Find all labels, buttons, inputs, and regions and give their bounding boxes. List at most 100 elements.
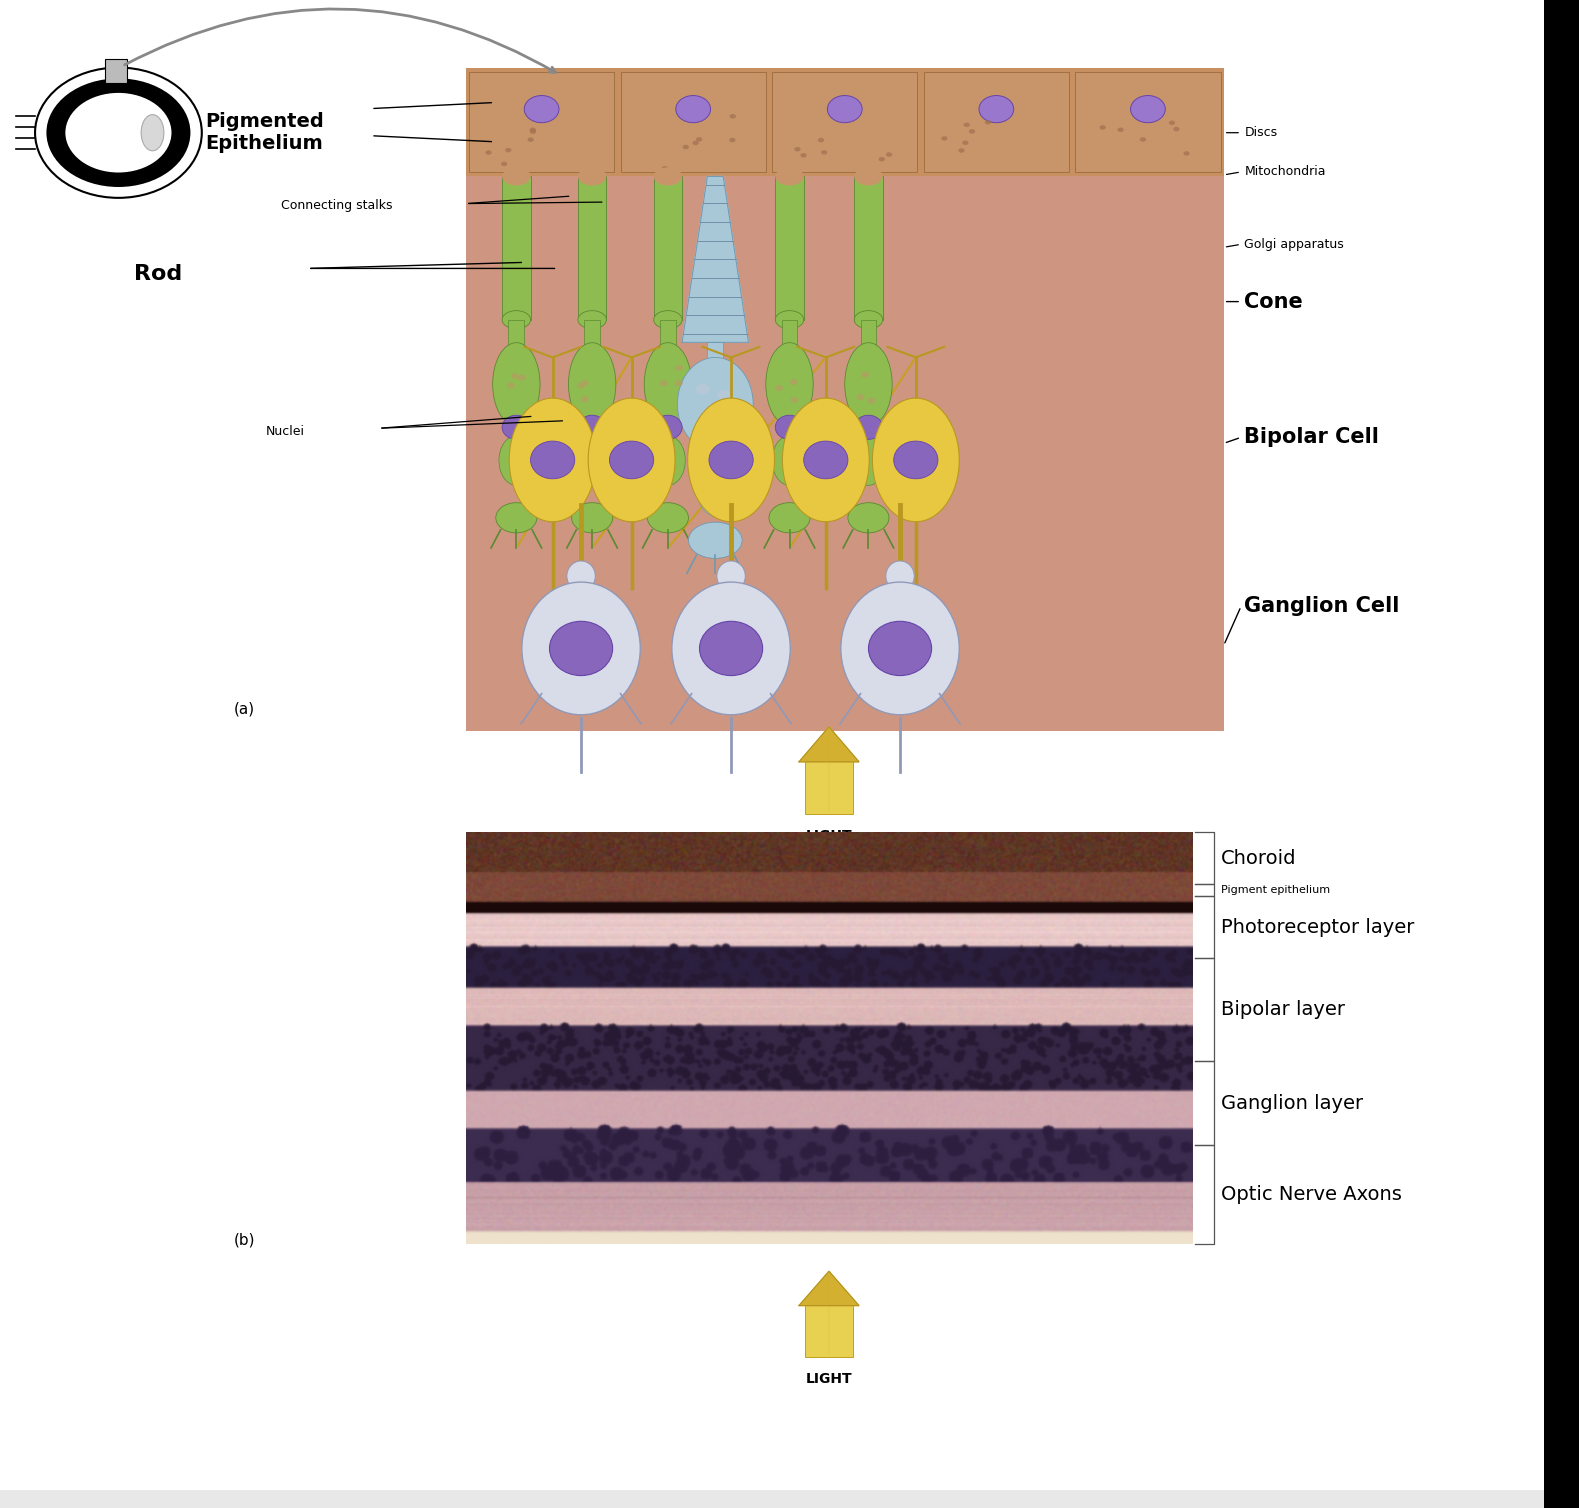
Ellipse shape — [861, 371, 868, 377]
Bar — [772, 72, 917, 172]
Ellipse shape — [688, 522, 742, 558]
Ellipse shape — [674, 365, 682, 371]
Ellipse shape — [609, 442, 654, 480]
Ellipse shape — [695, 385, 711, 395]
Text: LIGHT: LIGHT — [805, 1372, 853, 1386]
Ellipse shape — [496, 502, 537, 532]
Ellipse shape — [1099, 125, 1105, 130]
Bar — [578, 176, 606, 320]
Polygon shape — [799, 727, 859, 762]
Ellipse shape — [647, 502, 688, 532]
Ellipse shape — [576, 383, 584, 389]
Ellipse shape — [794, 146, 801, 151]
Ellipse shape — [845, 342, 892, 425]
Ellipse shape — [775, 311, 804, 329]
Bar — [502, 176, 531, 320]
Ellipse shape — [1168, 121, 1175, 125]
Ellipse shape — [818, 137, 824, 142]
Ellipse shape — [581, 380, 589, 386]
Ellipse shape — [677, 357, 753, 451]
Ellipse shape — [894, 442, 938, 480]
Ellipse shape — [674, 380, 682, 386]
Ellipse shape — [651, 436, 685, 486]
Ellipse shape — [963, 122, 970, 127]
Ellipse shape — [578, 167, 606, 185]
Polygon shape — [799, 1271, 859, 1306]
Ellipse shape — [854, 167, 883, 185]
Bar — [1075, 72, 1221, 172]
Ellipse shape — [867, 398, 875, 404]
FancyBboxPatch shape — [805, 759, 853, 814]
Ellipse shape — [512, 372, 519, 379]
Ellipse shape — [673, 582, 790, 715]
Ellipse shape — [868, 621, 932, 676]
Ellipse shape — [1131, 95, 1165, 122]
Ellipse shape — [886, 152, 892, 157]
Ellipse shape — [958, 148, 965, 152]
Ellipse shape — [801, 154, 807, 158]
Ellipse shape — [696, 137, 703, 142]
Ellipse shape — [549, 621, 613, 676]
Ellipse shape — [35, 68, 202, 198]
Ellipse shape — [791, 397, 799, 403]
Text: Photoreceptor layer: Photoreceptor layer — [1221, 917, 1413, 936]
Ellipse shape — [699, 439, 731, 466]
Bar — [508, 320, 524, 347]
Bar — [584, 320, 600, 347]
Ellipse shape — [493, 342, 540, 425]
Ellipse shape — [578, 311, 606, 329]
Text: Rod: Rod — [134, 264, 183, 285]
Bar — [0, 1490, 1579, 1508]
Text: Bipolar layer: Bipolar layer — [1221, 1000, 1345, 1019]
Bar — [654, 176, 682, 320]
Ellipse shape — [804, 442, 848, 480]
Bar — [469, 72, 614, 172]
Ellipse shape — [872, 398, 958, 522]
Ellipse shape — [718, 391, 733, 401]
Ellipse shape — [531, 442, 575, 480]
FancyBboxPatch shape — [805, 1303, 853, 1357]
Text: Ganglion layer: Ganglion layer — [1221, 1093, 1363, 1113]
Ellipse shape — [499, 436, 534, 486]
Bar — [1544, 0, 1579, 1508]
Text: Bipolar Cell: Bipolar Cell — [1244, 427, 1378, 448]
Ellipse shape — [970, 130, 976, 134]
Ellipse shape — [985, 121, 992, 125]
Text: (b): (b) — [234, 1232, 256, 1247]
Ellipse shape — [729, 115, 736, 119]
Ellipse shape — [857, 394, 865, 400]
Text: Pigmented
Epithelium: Pigmented Epithelium — [205, 112, 324, 154]
Ellipse shape — [682, 145, 688, 149]
Ellipse shape — [505, 148, 512, 152]
Ellipse shape — [501, 161, 507, 166]
Ellipse shape — [65, 93, 172, 172]
Bar — [104, 59, 126, 83]
Ellipse shape — [1140, 137, 1146, 142]
Ellipse shape — [790, 379, 797, 385]
Ellipse shape — [521, 582, 641, 715]
Bar — [782, 320, 797, 347]
Ellipse shape — [886, 561, 914, 591]
Ellipse shape — [979, 95, 1014, 122]
Ellipse shape — [654, 311, 682, 329]
Text: LIGHT: LIGHT — [805, 829, 853, 843]
Ellipse shape — [848, 502, 889, 532]
Ellipse shape — [568, 342, 616, 425]
Ellipse shape — [688, 398, 774, 522]
Ellipse shape — [654, 167, 682, 185]
Bar — [924, 72, 1069, 172]
Ellipse shape — [676, 95, 711, 122]
Ellipse shape — [878, 157, 884, 161]
Ellipse shape — [644, 342, 692, 425]
Text: (a): (a) — [234, 701, 256, 716]
Ellipse shape — [772, 436, 807, 486]
Ellipse shape — [662, 166, 668, 170]
Ellipse shape — [567, 561, 595, 591]
Ellipse shape — [654, 415, 682, 439]
Bar — [861, 320, 876, 347]
Ellipse shape — [1173, 127, 1180, 131]
Text: Connecting stalks: Connecting stalks — [281, 199, 393, 211]
Ellipse shape — [693, 140, 699, 145]
Ellipse shape — [709, 442, 753, 480]
Ellipse shape — [766, 342, 813, 425]
